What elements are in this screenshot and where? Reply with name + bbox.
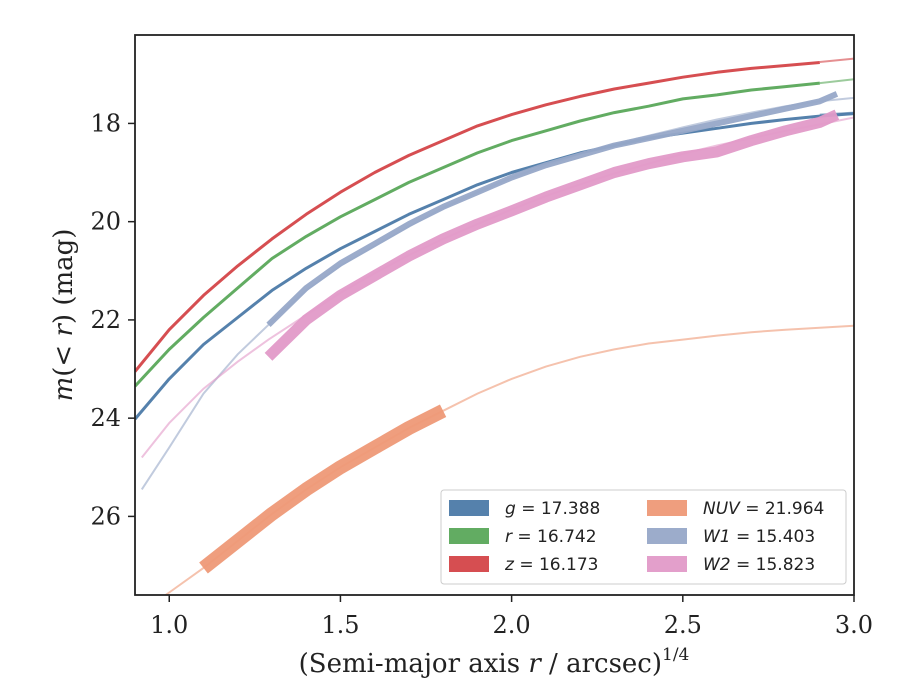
y-tick-label: 24 [90,404,121,432]
legend: g = 17.388 r = 16.742 z = 16.173 NUV = 21.9… [440,489,847,585]
data-bands [135,61,854,574]
legend-label-nuv: NUV = 21.964 [703,499,824,519]
legend-swatch-r [449,528,489,544]
model-curve-z [819,57,854,63]
legend-swatch-w2 [647,556,687,572]
legend-frame [440,489,847,585]
legend-swatch-nuv [647,500,687,516]
legend-label-g: g = 17.388 [505,499,600,519]
x-tick-label: 1.5 [321,611,359,639]
y-tick-label: 22 [90,306,121,334]
model-curve-r [819,78,854,85]
y-axis-title: m(< r) (mag) [49,229,79,402]
y-axis-ticks: 18 20 22 24 26 [90,109,135,530]
data-band-nuv [199,404,447,574]
x-tick-label: 2.5 [664,611,702,639]
legend-swatch-g [449,500,489,516]
model-curve-w2 [141,116,854,459]
plot-frame [134,34,855,596]
legend-swatch-z [449,556,489,572]
x-tick-label: 1.0 [150,611,188,639]
legend-label-w1: W1 = 15.403 [703,527,815,547]
data-band-g [135,112,854,421]
y-tick-label: 26 [90,502,121,530]
x-tick-label: 3.0 [835,611,873,639]
x-tick-label: 2.0 [493,611,531,639]
data-band-w2 [264,109,840,361]
data-band-z [135,61,820,373]
legend-label-w2: W2 = 15.823 [703,555,815,575]
model-curve-w1 [140,96,854,490]
legend-swatch-w1 [647,528,687,544]
x-axis-title: (Semi-major axis r / arcsec)1/4 [299,645,690,679]
legend-label-r: r = 16.742 [505,527,597,547]
data-band-r [135,81,820,388]
data-band-w1 [266,91,839,327]
y-tick-label: 20 [90,208,121,236]
x-axis-ticks: 1.0 1.5 2.0 2.5 3.0 [150,595,873,639]
legend-label-z: z = 16.173 [504,555,598,575]
y-tick-label: 18 [90,109,121,137]
